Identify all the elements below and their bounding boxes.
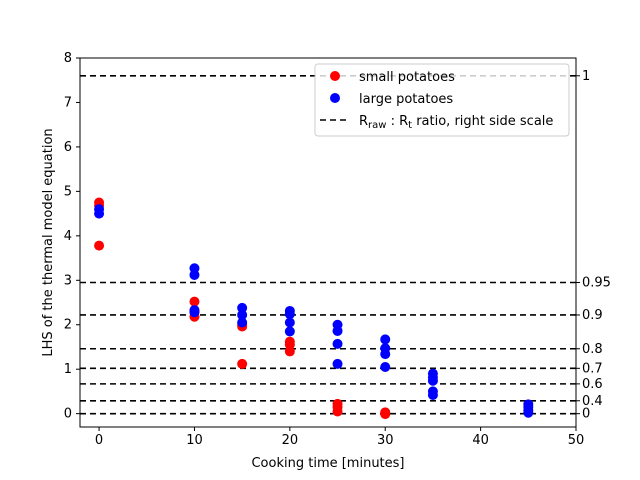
right-scale-label: 0.95 [582, 276, 611, 291]
x-tick-label: 0 [95, 433, 103, 448]
data-point [284, 346, 295, 357]
data-point [380, 334, 391, 345]
data-point [189, 269, 200, 280]
data-point [380, 409, 391, 420]
legend: small potatoes large potatoes Rraw : Rt … [314, 63, 570, 137]
legend-label-ratio-colon: : R [386, 114, 408, 129]
right-scale-labels-group: 1 0.95 0.9 0.8 0.70.6 0.40 [576, 69, 611, 422]
y-axis-ticks-group: 0 1 2 3 4 5 6 7 8 [64, 51, 80, 422]
x-tick-label: 40 [472, 433, 489, 448]
data-point [523, 407, 534, 418]
x-axis-ticks-group: 0 10 20 30 40 50 [95, 427, 584, 448]
data-point [284, 326, 295, 337]
x-tick-label: 20 [282, 433, 299, 448]
plot-area-frame [79, 57, 577, 428]
data-point [237, 309, 248, 320]
legend-label-small-potatoes: small potatoes [359, 70, 455, 85]
y-tick-label: 1 [64, 362, 72, 377]
data-point [189, 296, 200, 307]
right-scale-label: 0.7 [582, 361, 603, 376]
data-point [284, 317, 295, 328]
data-point [332, 338, 343, 349]
data-point [380, 361, 391, 372]
reference-lines-group [80, 74, 576, 415]
data-point [380, 349, 391, 360]
x-tick-label: 50 [568, 433, 585, 448]
y-tick-label: 7 [64, 95, 72, 110]
data-point [427, 389, 438, 400]
data-point [427, 375, 438, 386]
legend-label-ratio-line: Rraw : Rt ratio, right side scale [359, 114, 553, 131]
legend-marker-small-potatoes [330, 71, 340, 81]
data-point [189, 307, 200, 318]
legend-marker-large-potatoes [330, 93, 340, 103]
data-point [332, 406, 343, 417]
y-tick-label: 2 [64, 318, 72, 333]
y-tick-label: 5 [64, 184, 72, 199]
y-tick-label: 6 [64, 140, 72, 155]
legend-label-ratio-sub-t: t [408, 120, 412, 131]
data-points-group [94, 197, 534, 420]
y-tick-label: 0 [64, 407, 72, 422]
x-axis-title: Cooking time [minutes] [251, 456, 404, 471]
data-point [237, 358, 248, 369]
data-point [284, 309, 295, 320]
x-tick-label: 30 [377, 433, 394, 448]
x-tick-label: 10 [186, 433, 203, 448]
legend-label-ratio-r: R [359, 114, 368, 129]
y-axis-title: LHS of the thermal model equation [41, 128, 56, 356]
right-scale-label: 0.4 [582, 394, 603, 409]
y-tick-label: 3 [64, 273, 72, 288]
data-point [332, 325, 343, 336]
data-point [237, 317, 248, 328]
y-tick-label: 8 [64, 51, 72, 66]
right-scale-label: 1 [582, 69, 590, 84]
right-scale-label: 0.8 [582, 342, 603, 357]
right-scale-label: 0.9 [582, 308, 603, 323]
legend-label-large-potatoes: large potatoes [359, 92, 453, 107]
y-tick-label: 4 [64, 229, 72, 244]
right-scale-label: 0.6 [582, 377, 603, 392]
right-scale-label: 0 [582, 407, 590, 422]
data-point [94, 240, 105, 251]
legend-label-ratio-sub-raw: raw [368, 120, 386, 131]
data-point [237, 302, 248, 313]
legend-box [314, 63, 570, 137]
data-point [94, 208, 105, 219]
data-point [332, 358, 343, 369]
series-large-potatoes [94, 204, 534, 418]
legend-label-ratio-rest: ratio, right side scale [412, 114, 553, 129]
